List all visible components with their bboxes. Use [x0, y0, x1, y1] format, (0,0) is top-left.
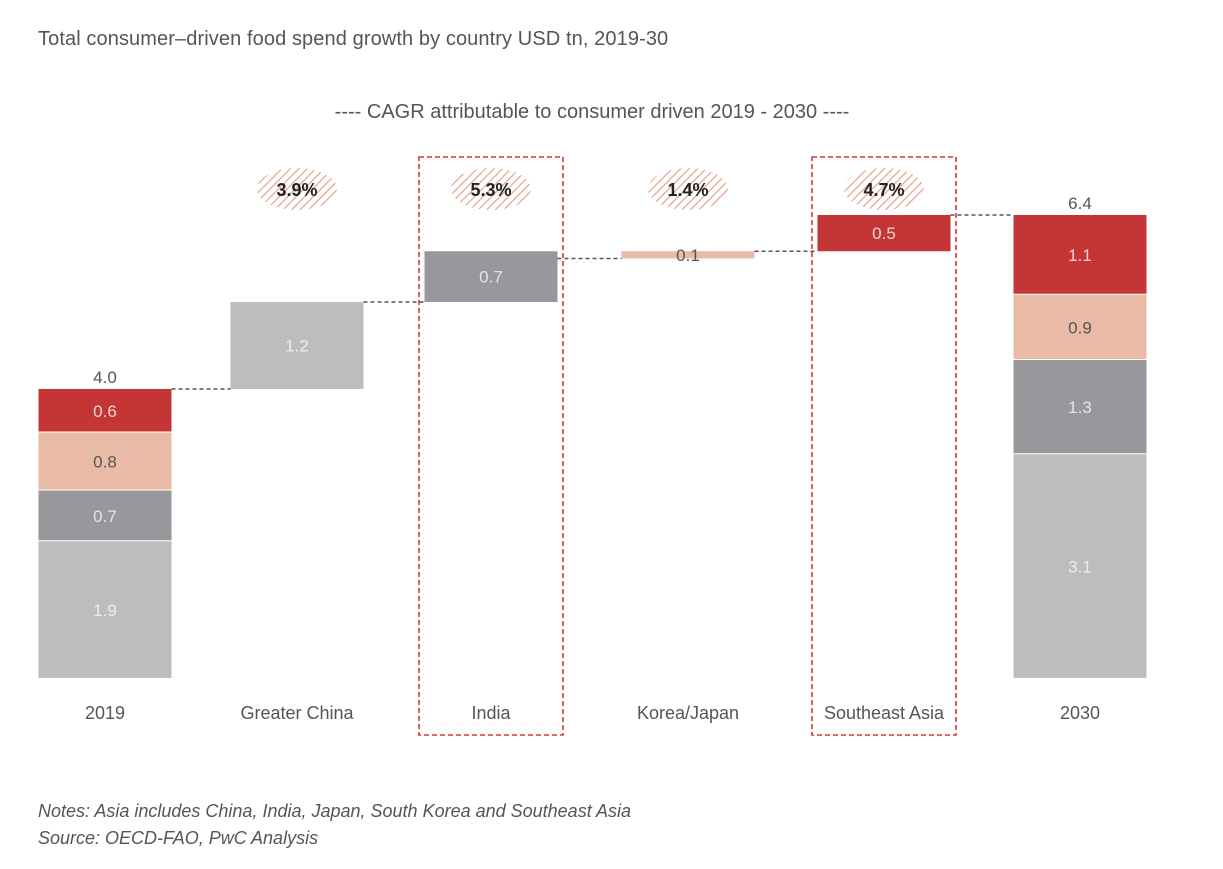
- notes-line: Notes: Asia includes China, India, Japan…: [38, 801, 632, 821]
- bar-2019-korea-japan: [38, 432, 172, 490]
- cagr-badge-southeast-asia: [844, 168, 924, 210]
- data-label-2030-korea-japan: 0.9: [1068, 318, 1092, 337]
- x-tick-label: 2019: [85, 703, 125, 723]
- x-tick-label: India: [471, 703, 511, 723]
- bar-southeast-asia: [817, 215, 951, 252]
- bar-2030-india: [1013, 360, 1147, 454]
- data-label-2019-southeast-asia: 0.6: [93, 402, 117, 421]
- data-label-2030-greater-china: 3.1: [1068, 558, 1092, 577]
- x-tick-label: Southeast Asia: [824, 703, 945, 723]
- highlight-box-india: [418, 156, 564, 736]
- waterfall-chart: ---- CAGR attributable to consumer drive…: [38, 101, 1147, 736]
- data-label-korea-japan: 0.1: [676, 246, 700, 265]
- x-tick-label: Greater China: [240, 703, 354, 723]
- data-label-2030-india: 1.3: [1068, 398, 1092, 417]
- data-label-2019-greater-china: 1.9: [93, 601, 117, 620]
- cagr-header: ---- CAGR attributable to consumer drive…: [335, 101, 850, 123]
- total-label-2030: 6.4: [1068, 194, 1092, 213]
- data-label-india: 0.7: [479, 268, 503, 287]
- data-label-2019-korea-japan: 0.8: [93, 453, 117, 472]
- bar-greater-china: [230, 302, 364, 389]
- source-line: Source: OECD-FAO, PwC Analysis: [38, 828, 319, 848]
- bar-korea-japan: [621, 251, 755, 259]
- data-label-southeast-asia: 0.5: [872, 224, 896, 243]
- bar-2030-southeast-asia: [1013, 215, 1147, 294]
- x-tick-label: 2030: [1060, 703, 1100, 723]
- cagr-badge-india: [451, 168, 531, 210]
- cagr-badge-korea-japan: [648, 168, 728, 210]
- notes: Notes: Asia includes China, India, Japan…: [38, 798, 631, 852]
- bar-2019-greater-china: [38, 541, 172, 678]
- cagr-label-india: 5.3%: [470, 180, 511, 200]
- total-label-2019: 4.0: [93, 368, 117, 387]
- data-label-2019-india: 0.7: [93, 507, 117, 526]
- bar-india: [424, 251, 558, 302]
- chart-title: Total consumer–driven food spend growth …: [38, 28, 669, 50]
- bar-2019-india: [38, 490, 172, 541]
- cagr-label-southeast-asia: 4.7%: [863, 180, 904, 200]
- data-label-greater-china: 1.2: [285, 337, 309, 356]
- x-tick-label: Korea/Japan: [637, 703, 739, 723]
- highlight-box-southeast-asia: [811, 156, 957, 736]
- bar-2030-greater-china: [1013, 454, 1147, 678]
- data-label-2030-southeast-asia: 1.1: [1068, 246, 1092, 265]
- bar-2019-southeast-asia: [38, 389, 172, 432]
- cagr-badge-greater-china: [257, 168, 337, 210]
- cagr-label-korea-japan: 1.4%: [667, 180, 708, 200]
- cagr-label-greater-china: 3.9%: [276, 180, 317, 200]
- bar-2030-korea-japan: [1013, 294, 1147, 359]
